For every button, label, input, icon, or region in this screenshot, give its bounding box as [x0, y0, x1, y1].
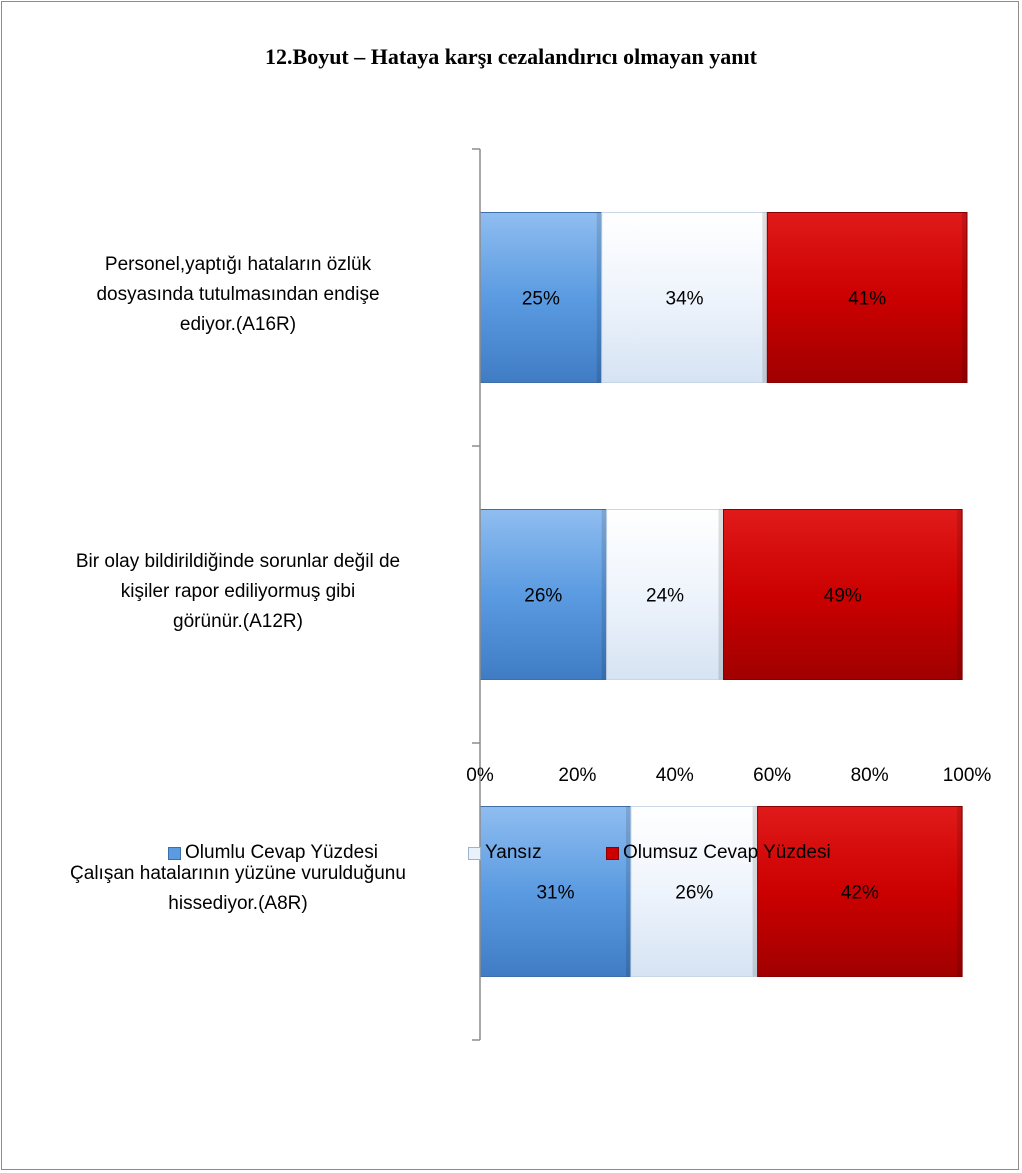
bar-edge-shade	[957, 509, 963, 680]
chart-title: 12.Boyut – Hataya karşı cezalandırıcı ol…	[265, 44, 757, 69]
bar-olumlu-2	[479, 806, 632, 977]
x-tick-label: 20%	[558, 765, 596, 786]
data-label-0-0: 25%	[522, 289, 560, 310]
x-tick-label: 80%	[851, 765, 889, 786]
x-tick-label: 100%	[943, 765, 992, 786]
bar-edge-shade	[718, 509, 724, 680]
data-label-1-0: 34%	[666, 289, 704, 310]
bar-edge-shade	[962, 212, 967, 383]
bar-olumsuz-2	[757, 806, 963, 977]
bar-edge-shade	[596, 212, 602, 383]
legend-label: Olumlu Cevap Yüzdesi	[185, 842, 378, 863]
legend-swatch	[468, 846, 481, 860]
data-label-1-1: 24%	[646, 586, 684, 607]
bar-yansiz-2	[630, 806, 759, 977]
legend-item-0: Olumlu Cevap Yüzdesi	[168, 842, 378, 864]
data-label-0-2: 31%	[536, 883, 574, 904]
legend-item-1: Yansız	[468, 842, 542, 864]
category-label-line: Bir olay bildirildiğinde sorunlar değil …	[75, 550, 401, 572]
bar-olumlu-1	[479, 509, 608, 680]
bar-edge-shade	[601, 509, 607, 680]
bar-edge-shade	[752, 806, 758, 977]
x-tick-label: 0%	[466, 765, 494, 786]
data-label-1-2: 26%	[675, 883, 713, 904]
bar-edge-shade	[625, 806, 631, 977]
bar-olumsuz-0	[766, 212, 968, 383]
data-label-2-0: 41%	[848, 289, 886, 310]
legend: Olumlu Cevap Yüzdesi Yansız Olumsuz Cevap …	[0, 842, 1022, 872]
category-label-line: dosyasında tutulmasından endişe	[96, 283, 380, 305]
bar-yansiz-1	[606, 509, 724, 680]
legend-label: Yansız	[485, 842, 542, 863]
category-label-0: Personel,yaptığı hataların özlük dosyasın…	[18, 250, 458, 340]
bar-olumlu-0	[479, 212, 603, 383]
category-label-line: görünür.(A12R)	[173, 610, 303, 632]
category-label-1: Bir olay bildirildiğinde sorunlar değil …	[18, 547, 458, 637]
x-tick-label: 40%	[656, 765, 694, 786]
legend-item-2: Olumsuz Cevap Yüzdesi	[606, 842, 831, 864]
bar-yansiz-0	[601, 212, 768, 383]
x-tick-label: 60%	[753, 765, 791, 786]
legend-swatch	[606, 846, 619, 860]
bar-edge-shade	[957, 806, 963, 977]
legend-label: Olumsuz Cevap Yüzdesi	[623, 842, 831, 863]
category-label-2: Çalışan hatalarının yüzüne vurulduğunu hi…	[18, 859, 458, 919]
category-label-line: kişiler rapor ediliyormuş gibi	[120, 580, 356, 602]
data-label-2-1: 49%	[824, 586, 862, 607]
data-label-2-2: 42%	[841, 883, 879, 904]
bar-olumsuz-1	[723, 509, 963, 680]
category-label-line: Personel,yaptığı hataların özlük	[104, 253, 372, 275]
category-label-line: ediyor.(A16R)	[179, 313, 297, 335]
legend-swatch	[168, 846, 181, 860]
category-label-line: hissediyor.(A8R)	[168, 892, 308, 914]
data-label-0-1: 26%	[524, 586, 562, 607]
category-label-line: Çalışan hatalarının yüzüne vurulduğunu	[70, 862, 406, 884]
bar-edge-shade	[762, 212, 768, 383]
